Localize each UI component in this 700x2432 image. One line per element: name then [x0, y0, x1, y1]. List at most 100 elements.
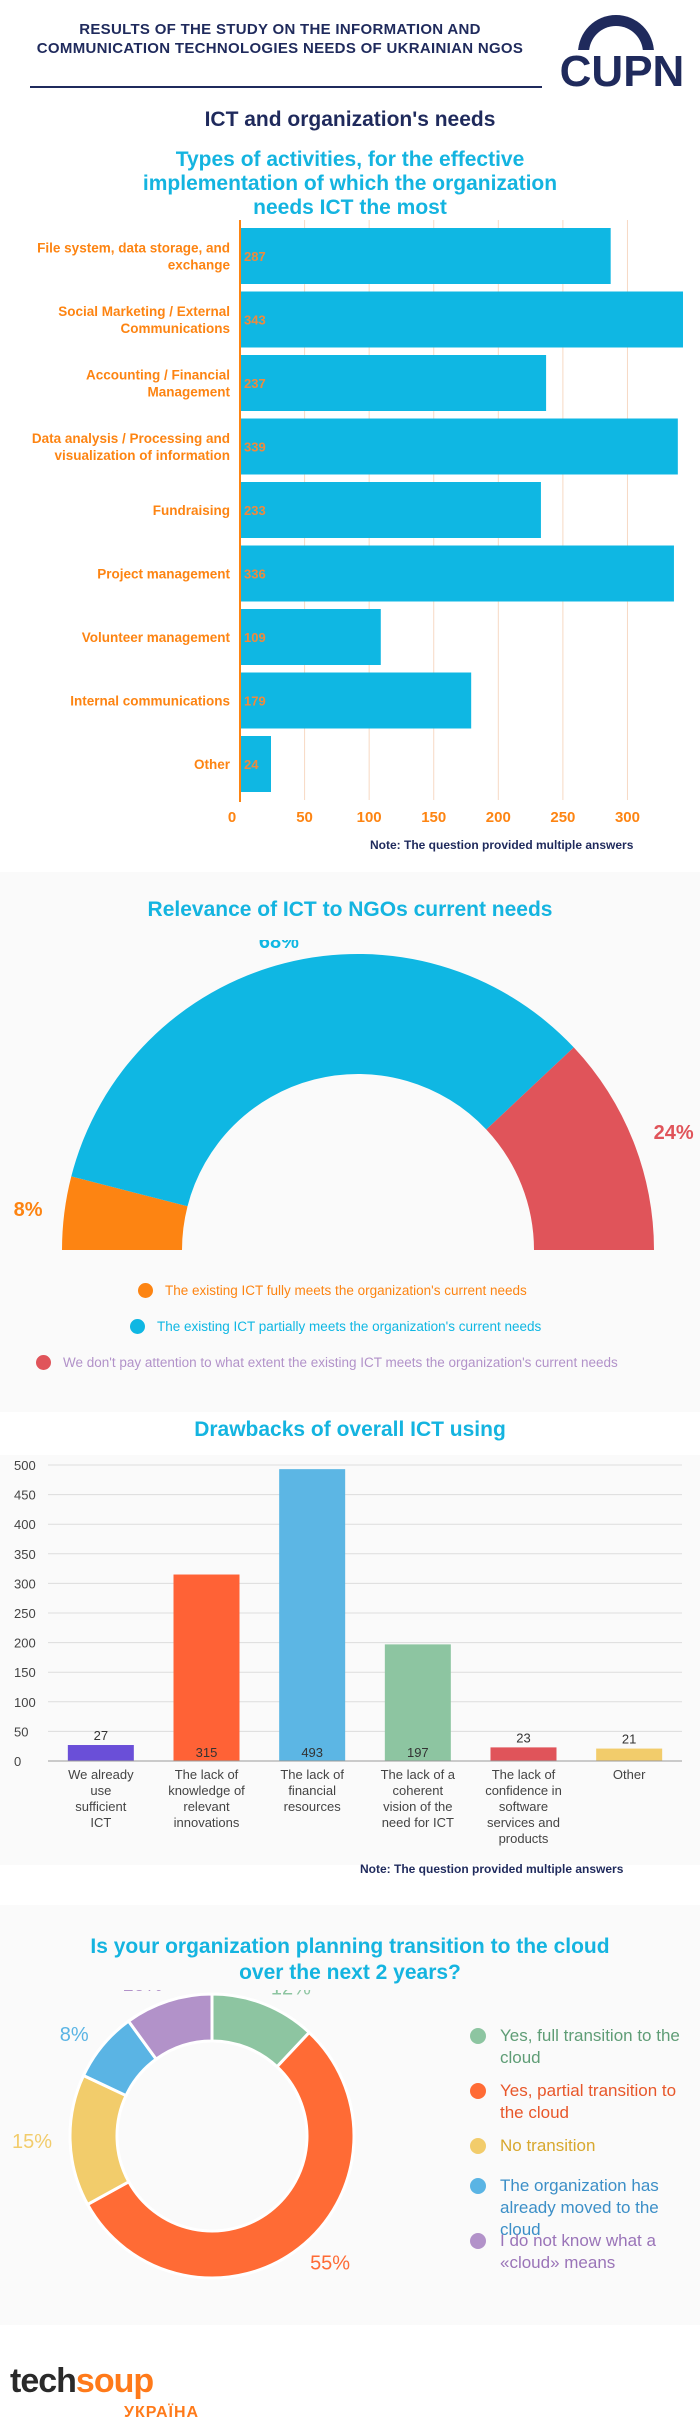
- category-label: Data analysis / Processing and visualizat…: [32, 431, 230, 463]
- organization-logo: CUPN: [560, 15, 685, 96]
- chart2-half-donut-chart: 8% 68% 24%: [14, 940, 694, 1250]
- bar: [240, 672, 472, 729]
- chart1-horizontal-bar-chart: 287 File system, data storage, and exchang…: [32, 220, 683, 826]
- category-label: software: [499, 1799, 548, 1814]
- category-label: Other: [194, 757, 231, 772]
- y-tick-label: 100: [14, 1695, 36, 1710]
- chart4-title: Is your organization planning transition…: [90, 1935, 610, 1984]
- half-donut-slice: [486, 1047, 654, 1250]
- category-label: The lack of: [280, 1767, 344, 1782]
- slice-percent-label: 15%: [12, 2131, 52, 2153]
- slice-percent-label: 8%: [60, 2024, 89, 2046]
- bar: [279, 1469, 346, 1761]
- bar-value-label: 233: [244, 503, 266, 518]
- bar: [240, 418, 678, 475]
- chart4-donut-chart: 12% 55% 15% 8% 10%: [12, 1990, 356, 2280]
- category-label: Fundraising: [153, 503, 230, 518]
- bar-value-label: 237: [244, 376, 266, 391]
- bar-value-label: 23: [516, 1730, 530, 1745]
- category-label: vision of the: [383, 1799, 452, 1814]
- chart2-legend-item: The existing ICT partially meets the org…: [130, 1319, 541, 1334]
- legend-dot-icon: [138, 1283, 153, 1298]
- y-tick-label: 200: [14, 1636, 36, 1651]
- chart2-legend-item: We don't pay attention to what extent th…: [36, 1355, 618, 1370]
- chart3-bar-chart: 0 50 100 150 200 250 300 350 400 450 500 27 We alrea…: [14, 1458, 682, 1846]
- legend-dot-icon: [36, 1355, 51, 1370]
- bar: [596, 1748, 663, 1761]
- category-label: Other: [613, 1767, 646, 1782]
- donut-slice: [85, 2030, 356, 2280]
- bar-value-label: 21: [622, 1732, 636, 1747]
- chart2-legend-item: The existing ICT fully meets the organiz…: [138, 1283, 527, 1298]
- slice-percent-label: 68%: [259, 940, 299, 953]
- legend-dot-icon: [470, 2028, 486, 2044]
- bar-value-label: 24: [244, 757, 259, 772]
- category-label: products: [499, 1831, 549, 1846]
- category-label: relevant: [183, 1799, 230, 1814]
- chart2-title: Relevance of ICT to NGOs current needs: [147, 898, 553, 921]
- bar: [240, 228, 611, 284]
- chart3-note: Note: The question provided multiple ans…: [360, 1862, 624, 1876]
- category-label: confidence in: [485, 1783, 562, 1798]
- category-label: knowledge of: [168, 1783, 245, 1798]
- y-tick-label: 450: [14, 1488, 36, 1503]
- x-tick-label: 100: [357, 809, 382, 826]
- y-tick-label: 150: [14, 1665, 36, 1680]
- bar-value-label: 27: [94, 1728, 108, 1743]
- category-label: We already: [68, 1767, 134, 1782]
- y-tick-label: 250: [14, 1606, 36, 1621]
- bar-value-label: 493: [301, 1745, 323, 1760]
- legend-dot-icon: [470, 2178, 486, 2194]
- category-label: coherent: [393, 1783, 444, 1798]
- half-donut-slice: [71, 954, 574, 1207]
- bar: [240, 291, 683, 348]
- header-divider: [30, 86, 542, 88]
- report-title: RESULTS OF THE STUDY ON THE INFORMATION …: [36, 21, 524, 57]
- y-tick-label: 50: [14, 1724, 28, 1739]
- y-tick-label: 300: [14, 1576, 36, 1591]
- y-tick-label: 350: [14, 1547, 36, 1562]
- techsoup-subtitle: УКРАЇНА: [124, 2404, 200, 2421]
- category-label: financial: [288, 1783, 336, 1798]
- category-label: The lack of a: [381, 1767, 456, 1782]
- donut-slice: [126, 1992, 214, 2062]
- bar: [240, 482, 541, 538]
- category-label: Accounting / Financial Management: [86, 368, 231, 400]
- chart1-note: Note: The question provided multiple ans…: [370, 838, 634, 852]
- y-tick-label: 500: [14, 1458, 36, 1473]
- x-tick-label: 250: [550, 809, 575, 826]
- section-title: ICT and organization's needs: [204, 108, 496, 131]
- slice-percent-label: 8%: [14, 1199, 43, 1221]
- legend-dot-icon: [470, 2083, 486, 2099]
- donut-slice: [68, 2073, 131, 2207]
- slice-percent-label: 55%: [310, 2252, 350, 2274]
- category-label: The lack of: [492, 1767, 556, 1782]
- category-label: The lack of: [175, 1767, 239, 1782]
- techsoup-logo: techsoup: [10, 2362, 154, 2400]
- chart4-legend-label: Yes, full transition to the cloud: [500, 2026, 680, 2067]
- slice-percent-label: 12%: [271, 1990, 311, 1999]
- category-label: Volunteer management: [82, 630, 231, 645]
- bar: [384, 1644, 451, 1761]
- category-label: Internal communications: [70, 694, 230, 709]
- x-tick-label: 50: [296, 809, 313, 826]
- category-label: Project management: [97, 567, 230, 582]
- category-label: resources: [284, 1799, 342, 1814]
- chart3-panel: [0, 1455, 700, 1865]
- bar: [240, 736, 271, 792]
- bar-value-label: 343: [244, 313, 266, 328]
- bar: [490, 1747, 557, 1761]
- chart4-legend-label: Yes, partial transition to the cloud: [500, 2081, 677, 2122]
- x-tick-label: 200: [486, 809, 511, 826]
- bar-value-label: 179: [244, 694, 266, 709]
- bar-value-label: 336: [244, 567, 266, 582]
- x-tick-label: 300: [615, 809, 640, 826]
- svg-text:CUPN: CUPN: [560, 47, 685, 96]
- category-label: File system, data storage, and exchange: [37, 241, 230, 273]
- bar-value-label: 315: [196, 1745, 218, 1760]
- bar: [240, 545, 674, 602]
- x-tick-label: 0: [228, 809, 236, 826]
- category-label: use: [90, 1783, 111, 1798]
- category-label: sufficient: [75, 1799, 126, 1814]
- chart4-legend-label: I do not know what a «cloud» means: [500, 2231, 656, 2272]
